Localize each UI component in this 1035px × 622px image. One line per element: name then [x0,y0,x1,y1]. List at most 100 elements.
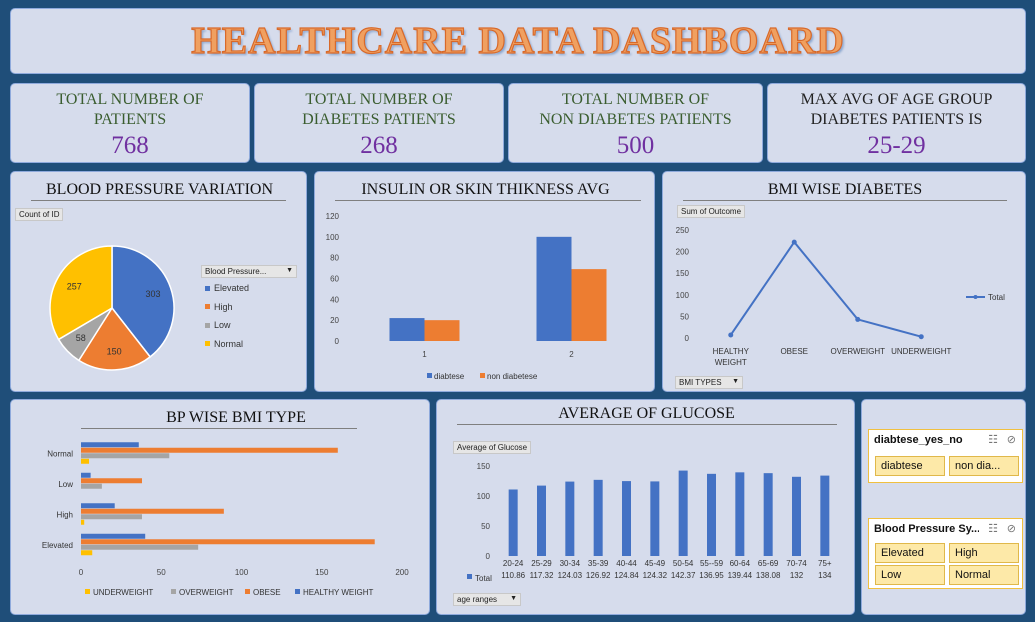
bmi-filter-dropdown[interactable]: BMI TYPES ▼ [675,376,743,389]
data-table-value: 136.95 [699,571,724,580]
kpi-label: DIABETES PATIENTS IS [810,111,983,128]
data-table-value: 124.03 [558,571,583,580]
bar [763,473,773,556]
insulin-bar-chart: 0 20 40 60 80 100 120 1 2 diabtese non diabetese [326,212,607,381]
legend-item: Normal [205,339,243,349]
legend-swatch [205,304,210,309]
kpi-non-diabetes-patients: TOTAL NUMBER OF NON DIABETES PATIENTS 500 [508,83,763,163]
legend-item: High [205,302,233,312]
x-tick-label: 65-69 [758,559,779,568]
bar [81,453,170,459]
y-tick-label: 150 [676,269,690,278]
y-tick-label: 200 [676,248,690,257]
bmi-line-chart: 0 50 100 150 200 250 HEALTHY WEIGHT OBESE OVERWEI… [676,226,1005,367]
x-tick-label: 70-74 [786,559,807,568]
bar [81,447,338,453]
y-tick-label: 0 [335,337,340,346]
slicer-item-elevated[interactable]: Elevated [875,543,945,563]
x-tick-label: 55--59 [700,559,724,568]
bar [536,236,572,341]
data-point [791,239,797,245]
y-tick-label: Normal [47,449,73,458]
x-tick-label: 2 [569,350,574,359]
bar [81,514,142,520]
glucose-bar-chart: 0 50 100 150 20-24 110.86 25-29 117.32 30-34 124.… [467,462,832,583]
bp-variation-title: BLOOD PRESSURE VARIATION [46,181,273,198]
slicer-item-diabtese[interactable]: diabtese [875,456,945,476]
bar [81,533,146,539]
multi-select-icon[interactable]: ☷ [988,523,998,535]
series-line [729,240,922,338]
legend-swatch [295,589,300,594]
pie-chart: 303 150 58 257 [49,245,175,371]
bar [81,550,93,556]
bar [81,483,102,489]
slicer-item-normal[interactable]: Normal [949,565,1019,585]
bar [537,485,546,556]
field-tag[interactable]: Average of Glucose [453,441,532,454]
data-table-value: 124.84 [614,571,639,580]
x-tick-label: 45-49 [645,559,666,568]
legend-label: Low [214,320,231,330]
kpi-total-patients: TOTAL NUMBER OF PATIENTS 768 [10,83,250,163]
y-tick-label: 120 [326,212,340,221]
bp-slicer[interactable]: Blood Pressure Sy... ☷ ⊘ Elevated High L… [868,518,1023,589]
kpi-label: MAX AVG OF AGE GROUP [800,91,993,108]
pie-data-label: 303 [146,289,161,299]
bp-variation-panel: BLOOD PRESSURE VARIATION Count of ID 303… [10,171,307,392]
legend-swatch [205,285,210,291]
glucose-title: AVERAGE OF GLUCOSE [558,405,735,422]
diabetes-slicer[interactable]: diabtese_yes_no ☷ ⊘ diabtese non dia... [868,429,1023,483]
glucose-filter-dropdown[interactable]: age ranges ▼ [453,593,521,606]
legend-label: Total [988,293,1005,302]
data-table-value: 142.37 [671,571,696,580]
y-tick-label: Elevated [42,541,73,550]
dashboard-title: HEALTHCARE DATA DASHBOARD [191,19,845,62]
y-tick-label: 40 [330,295,339,304]
field-tag[interactable]: Count of ID [15,208,64,221]
bmi-title: BMI WISE DIABETES [767,181,923,198]
x-tick-label: 20-24 [503,559,524,568]
kpi-value: 500 [616,132,655,159]
slicer-item-non-diabetes[interactable]: non dia... [949,456,1019,476]
x-tick-label: 100 [235,568,249,577]
clear-filter-icon[interactable]: ⊘ [1006,434,1016,446]
x-tick-label: 50-54 [673,559,694,568]
data-table-value: 117.32 [530,571,554,580]
slicer-item-low[interactable]: Low [875,565,945,585]
x-tick-label: 50 [157,568,166,577]
y-tick-label: 150 [477,462,491,471]
bar [81,442,139,448]
kpi-value: 768 [111,132,149,159]
bar [389,318,425,341]
x-tick-label: WEIGHT [715,358,747,367]
x-tick-label: HEALTHY [713,347,750,356]
clear-filter-icon[interactable]: ⊘ [1006,523,1016,535]
insulin-title: INSULIN OR SKIN THIKNESS AVG [361,181,610,198]
x-tick-label: UNDERWEIGHT [891,347,951,356]
multi-select-icon[interactable]: ☷ [988,434,998,446]
legend-marker [973,295,978,299]
x-tick-label: 60-64 [730,559,751,568]
legend-swatch [85,589,90,594]
bar [678,470,688,556]
y-tick-label: 50 [680,312,689,321]
title-underline [683,200,1007,201]
bar [735,472,745,556]
data-table-value: 139.44 [728,571,753,580]
bar [424,320,460,341]
legend-swatch [467,574,472,579]
title-panel: HEALTHCARE DATA DASHBOARD [10,8,1026,74]
bar [622,481,631,556]
x-tick-label: 35-39 [588,559,609,568]
slicers-panel: diabtese_yes_no ☷ ⊘ diabtese non dia... … [861,399,1026,615]
legend-label: Elevated [214,283,250,293]
field-tag[interactable]: Sum of Outcome [677,205,746,218]
data-point [728,332,734,338]
y-tick-label: High [57,510,73,519]
title-underline [31,200,286,201]
dropdown-label: Blood Pressure... [205,267,267,276]
x-tick-label: OVERWEIGHT [830,347,885,356]
bp-filter-dropdown[interactable]: Blood Pressure... ▼ [201,265,297,278]
slicer-item-high[interactable]: High [949,543,1019,563]
